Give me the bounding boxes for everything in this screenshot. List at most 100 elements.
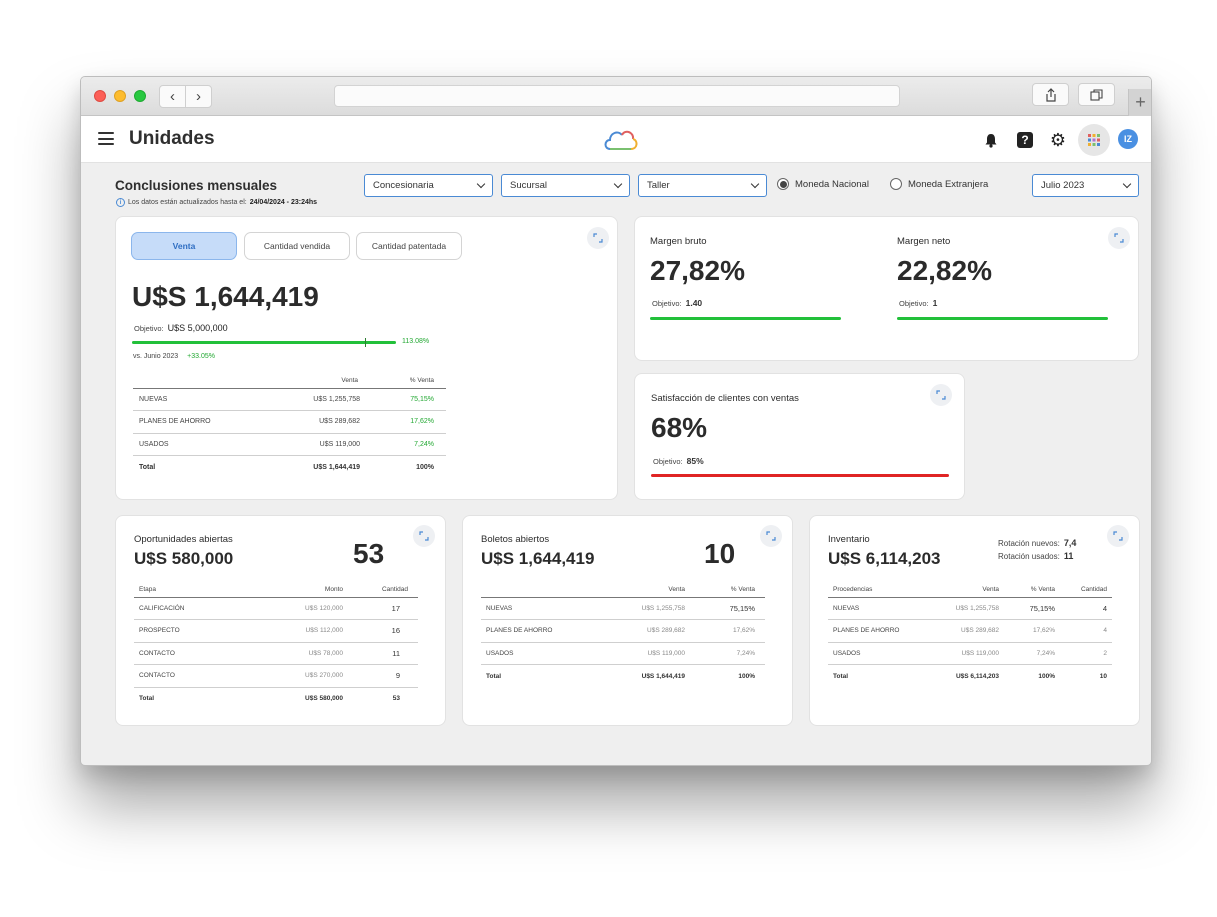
expand-margen-button[interactable] xyxy=(1108,227,1130,249)
ventas-objective-value: U$S 5,000,000 xyxy=(167,323,228,333)
table-total-row: Total U$S 1,644,419 100% xyxy=(481,665,765,688)
table-total-row: Total U$S 1,644,419 100% xyxy=(133,456,446,479)
oportunidades-table: Etapa Monto Cantidad CALIFICACIÓN U$S 120… xyxy=(134,583,418,710)
tab-overview-button[interactable] xyxy=(1078,83,1115,106)
minimize-window-button[interactable] xyxy=(114,90,126,102)
tab-cantidad-vendida[interactable]: Cantidad vendida xyxy=(244,232,350,260)
close-window-button[interactable] xyxy=(94,90,106,102)
table-cell: 17,62% xyxy=(685,619,765,643)
table-cell: U$S 1,644,419 xyxy=(641,672,685,680)
table-row: PLANES DE AHORRO U$S 289,682 17,62% xyxy=(481,619,765,643)
expand-inventario-button[interactable] xyxy=(1107,525,1129,547)
moneda-extranjera-radio[interactable]: Moneda Extranjera xyxy=(890,178,988,190)
table-cell: NUEVAS xyxy=(828,597,938,620)
ventas-compare-value: +33.05% xyxy=(187,353,215,360)
table-cell: 100% xyxy=(738,672,755,680)
hamburger-menu-icon[interactable] xyxy=(98,132,114,145)
settings-button[interactable]: ⚙ xyxy=(1049,130,1067,150)
browser-back-button[interactable]: ‹ xyxy=(159,85,186,108)
ventas-progress-fill xyxy=(132,341,396,344)
table-cell: Total xyxy=(833,672,849,680)
table-cell: U$S 119,000 xyxy=(938,642,999,665)
bell-icon xyxy=(985,133,997,148)
table-cell: 75,15% xyxy=(685,597,765,620)
expand-boletos-button[interactable] xyxy=(760,525,782,547)
table-cell: CONTACTO xyxy=(134,664,254,688)
table-cell: 75,15% xyxy=(999,597,1055,620)
rotacion-usados-value: 11 xyxy=(1063,551,1074,561)
period-select-value: Julio 2023 xyxy=(1041,180,1085,191)
browser-forward-button[interactable]: › xyxy=(185,85,212,108)
table-cell: PLANES DE AHORRO xyxy=(828,619,938,643)
satisfaccion-objective-value: 85% xyxy=(686,456,704,466)
expand-ventas-button[interactable] xyxy=(587,227,609,249)
expand-icon xyxy=(593,233,603,243)
period-select[interactable]: Julio 2023 xyxy=(1032,174,1139,197)
cloud-logo-icon xyxy=(604,130,638,150)
chevron-down-icon xyxy=(613,179,623,189)
rotacion-nuevos-label: Rotación nuevos: xyxy=(998,539,1060,548)
table-cell: NUEVAS xyxy=(133,388,253,411)
page-title: Conclusiones mensuales xyxy=(115,178,278,193)
table-row: PLANES DE AHORRO U$S 289,682 17,62% 4 xyxy=(828,619,1112,643)
table-row: NUEVAS U$S 1,255,758 75,15% xyxy=(481,597,765,620)
help-button[interactable]: ? xyxy=(1017,132,1033,148)
table-cell: U$S 289,682 xyxy=(601,619,685,643)
notifications-button[interactable] xyxy=(982,131,1000,149)
tab-venta[interactable]: Venta xyxy=(131,232,237,260)
oportunidades-card: Oportunidades abiertas U$S 580,000 53 Et… xyxy=(115,515,446,726)
expand-icon xyxy=(1114,233,1124,243)
table-cell: U$S 1,255,758 xyxy=(253,388,360,411)
app-title: Unidades xyxy=(129,128,215,149)
taller-select[interactable]: Taller xyxy=(638,174,767,197)
table-cell: U$S 270,000 xyxy=(254,664,343,688)
expand-satisfaccion-button[interactable] xyxy=(930,384,952,406)
tab-cantidad-patentada[interactable]: Cantidad patentada xyxy=(356,232,462,260)
boletos-card: Boletos abiertos U$S 1,644,419 10 Venta … xyxy=(462,515,793,726)
table-row: PROSPECTO U$S 112,000 16 xyxy=(134,619,418,643)
browser-window: ‹ › + Unidades ? ⚙ xyxy=(80,76,1152,766)
table-row: CONTACTO U$S 78,000 11 xyxy=(134,642,418,665)
satisfaccion-objective: Objetivo: 85% xyxy=(653,456,704,466)
table-header: Cantidad xyxy=(1055,583,1112,598)
table-header: Venta xyxy=(601,583,685,598)
apps-button[interactable] xyxy=(1078,124,1110,156)
table-cell: 10 xyxy=(1099,672,1107,680)
table-header: % Venta xyxy=(999,583,1055,598)
expand-icon xyxy=(1113,531,1123,541)
ventas-table: Venta % Venta NUEVAS U$S 1,255,758 75,15% … xyxy=(133,374,446,478)
margen-bruto-objective: Objetivo: 1.40 xyxy=(652,298,702,308)
concesionaria-select[interactable]: Concesionaria xyxy=(364,174,493,197)
table-cell: U$S 289,682 xyxy=(938,619,999,643)
plus-icon: + xyxy=(1135,92,1146,112)
table-cell: PLANES DE AHORRO xyxy=(481,619,601,643)
table-cell: 100% xyxy=(416,463,434,471)
info-icon: i xyxy=(116,198,125,207)
share-button[interactable] xyxy=(1032,83,1069,106)
table-cell: 75,15% xyxy=(360,388,446,411)
boletos-table: Venta % Venta NUEVAS U$S 1,255,758 75,15% … xyxy=(481,583,765,687)
address-bar[interactable] xyxy=(334,85,900,107)
tabs-icon xyxy=(1090,88,1103,101)
satisfaccion-progress-bar xyxy=(651,474,949,477)
table-cell: 7,24% xyxy=(360,433,446,456)
user-avatar[interactable]: IZ xyxy=(1118,129,1138,149)
sucursal-select[interactable]: Sucursal xyxy=(501,174,630,197)
expand-icon xyxy=(419,531,429,541)
table-cell: U$S 120,000 xyxy=(254,597,343,620)
new-tab-button[interactable]: + xyxy=(1128,89,1151,116)
table-header: Procedencias xyxy=(828,583,938,598)
table-cell: 100% xyxy=(1038,672,1055,680)
margen-neto-label: Margen neto xyxy=(897,236,951,247)
table-cell: CONTACTO xyxy=(134,642,254,665)
radio-checked-icon xyxy=(777,178,789,190)
margen-neto-value: 22,82% xyxy=(897,255,992,286)
zoom-window-button[interactable] xyxy=(134,90,146,102)
inventario-table: Procedencias Venta % Venta Cantidad NUEV… xyxy=(828,583,1112,687)
ventas-value: U$S 1,644,419 xyxy=(132,281,319,312)
moneda-nacional-radio[interactable]: Moneda Nacional xyxy=(777,178,869,190)
margen-neto-objective: Objetivo: 1 xyxy=(899,298,937,308)
boletos-amount: U$S 1,644,419 xyxy=(481,549,595,568)
table-header: % Venta xyxy=(685,583,765,598)
expand-oportunidades-button[interactable] xyxy=(413,525,435,547)
